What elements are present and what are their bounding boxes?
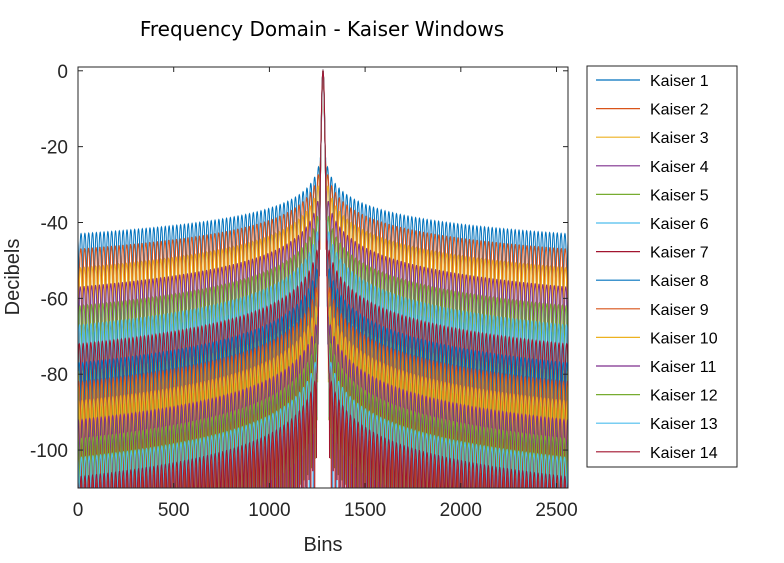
legend-label: Kaiser 10: [650, 330, 718, 347]
chart-title: Frequency Domain - Kaiser Windows: [140, 17, 504, 41]
legend-label: Kaiser 7: [650, 245, 709, 262]
x-axis-title: Bins: [304, 534, 343, 556]
y-axis-title: Decibels: [2, 239, 24, 316]
y-tick-label: -20: [41, 138, 68, 159]
x-tick-label: 1000: [248, 500, 290, 521]
axes-box: [77, 66, 569, 489]
x-tick-label: 500: [158, 500, 190, 521]
legend-label: Kaiser 2: [650, 102, 709, 119]
x-tick-label: 1500: [344, 500, 386, 521]
legend-label: Kaiser 13: [650, 416, 718, 433]
series-lines: [78, 68, 568, 488]
x-tick-label: 2000: [440, 500, 482, 521]
legend-label: Kaiser 5: [650, 187, 709, 204]
legend-label: Kaiser 1: [650, 73, 709, 90]
legend-label: Kaiser 6: [650, 216, 709, 233]
legend: Kaiser 1 Kaiser 2 Kaiser 3 Kaiser 4 Kaiser 5…: [586, 65, 738, 468]
legend-label: Kaiser 9: [650, 302, 709, 319]
y-tick-label: 0: [57, 62, 68, 83]
legend-label: Kaiser 12: [650, 388, 718, 405]
legend-label: Kaiser 8: [650, 273, 709, 290]
legend-label: Kaiser 11: [650, 359, 717, 376]
y-tick-label: -100: [30, 441, 68, 462]
axis-ticks: 0 500 1000 1500 2000 2500 0 -20 -40 -60 -80 -100: [30, 62, 578, 521]
legend-label: Kaiser 3: [650, 130, 709, 147]
legend-label: Kaiser 14: [650, 445, 718, 462]
y-tick-label: -80: [41, 365, 68, 386]
legend-label: Kaiser 4: [650, 159, 709, 176]
y-tick-label: -60: [41, 289, 68, 310]
y-tick-label: -40: [41, 214, 68, 235]
series-line-14: [78, 68, 568, 488]
x-tick-label: 0: [73, 500, 84, 521]
legend-box: [586, 65, 738, 468]
x-tick-label: 2500: [535, 500, 577, 521]
